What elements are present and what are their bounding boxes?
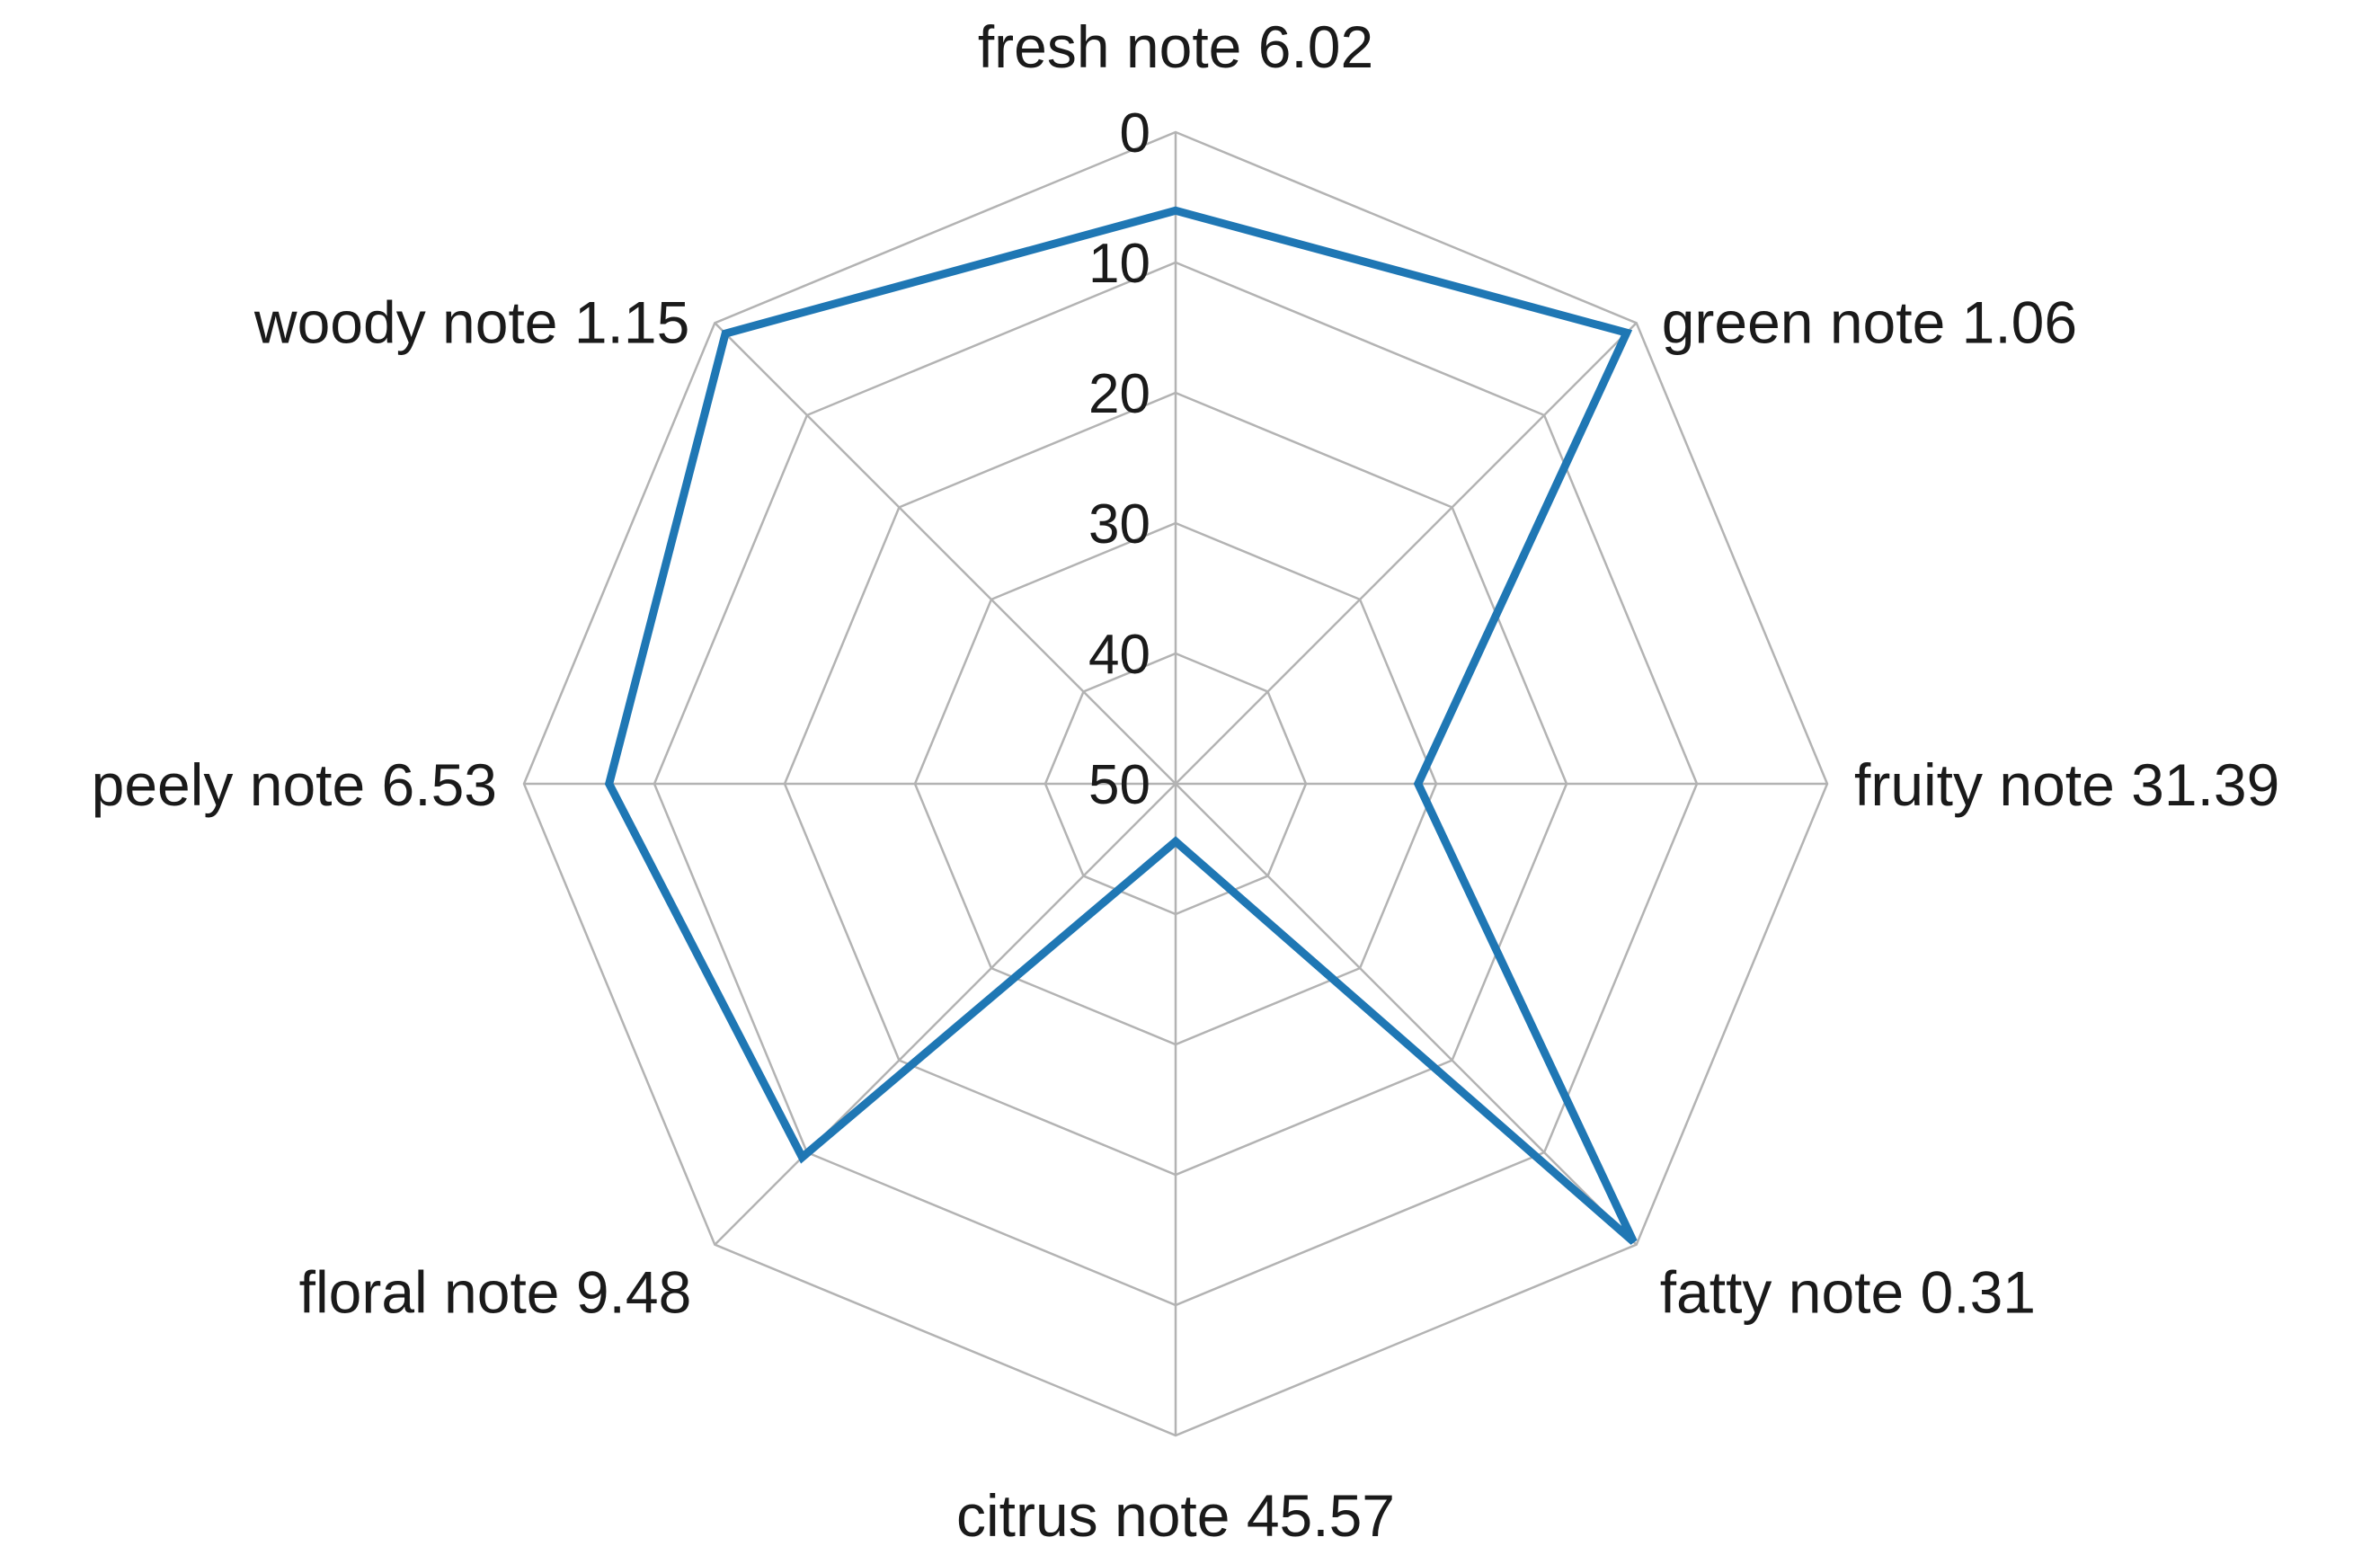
axis-label: citrus note 45.57 (956, 1482, 1395, 1549)
axis-label: fatty note 0.31 (1660, 1259, 2036, 1326)
axis-spoke (714, 322, 1177, 785)
axis-label: floral note 9.48 (299, 1259, 692, 1326)
scale-tick-label: 40 (1088, 624, 1150, 686)
axis-label: peely note 6.53 (92, 751, 497, 818)
axis-spoke (1175, 783, 1638, 1246)
axis-label: fruity note 31.39 (1854, 751, 2279, 818)
axis-labels: fresh note 6.02 green note 1.06 fruity not… (92, 13, 2280, 1549)
axis-label: fresh note 6.02 (978, 13, 1373, 80)
scale-tick-label: 10 (1088, 233, 1150, 295)
scale-tick-label: 0 (1120, 102, 1150, 164)
axis-spoke (1175, 322, 1638, 785)
scale-tick-label: 50 (1088, 754, 1150, 816)
scale-tick-label: 30 (1088, 493, 1150, 555)
axis-label: woody note 1.15 (253, 289, 689, 355)
axis-spoke (714, 783, 1177, 1246)
grid (522, 130, 1829, 1437)
series-layer (604, 206, 1638, 1245)
axis-label: green note 1.06 (1662, 289, 2077, 355)
scale-tick-label: 20 (1088, 363, 1150, 425)
scale-ticks: 0 10 20 30 40 50 (1088, 102, 1150, 816)
